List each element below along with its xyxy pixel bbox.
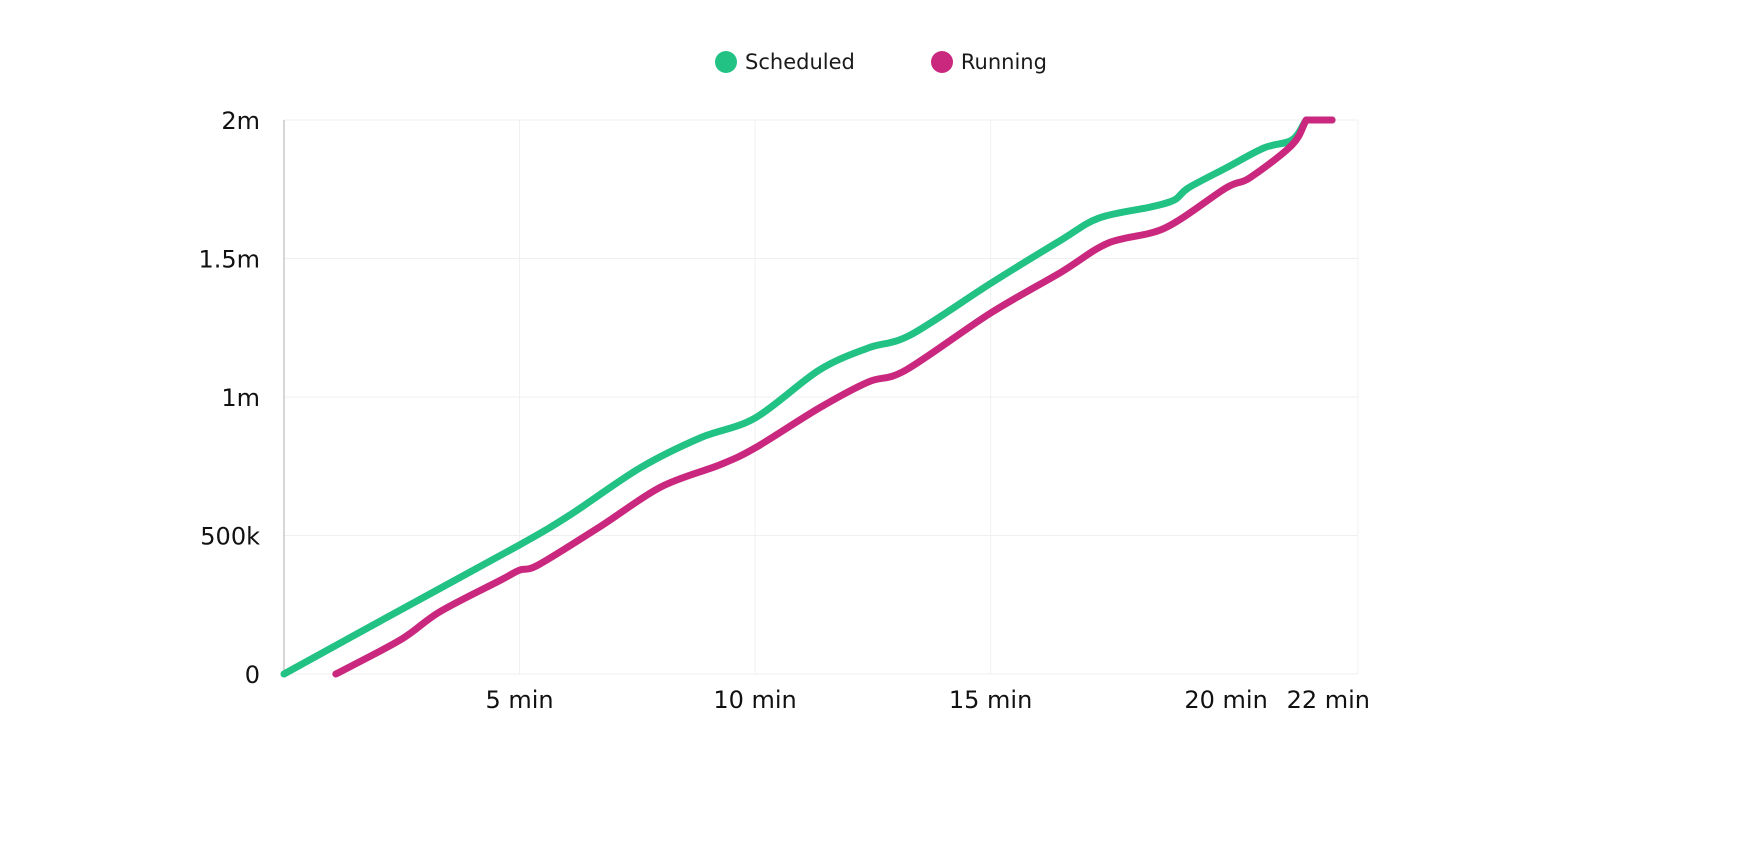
series-line-running bbox=[332, 116, 1336, 678]
series-line-scheduled bbox=[280, 116, 1336, 678]
y-tick-label: 2m bbox=[221, 107, 260, 135]
y-tick-label: 0 bbox=[245, 661, 260, 689]
y-tick-label: 500k bbox=[200, 523, 260, 551]
legend-item-scheduled[interactable]: Scheduled bbox=[695, 50, 855, 74]
legend-label-running: Running bbox=[960, 50, 1047, 74]
y-tick-label: 1m bbox=[221, 384, 260, 412]
running-swatch-icon bbox=[930, 51, 953, 73]
scheduled-swatch-icon bbox=[715, 51, 738, 73]
x-tick-label: 10 min bbox=[713, 686, 796, 714]
x-tick-label: 22 min bbox=[1287, 686, 1370, 714]
legend: Scheduled Running bbox=[0, 50, 1742, 74]
legend-label-scheduled: Scheduled bbox=[745, 50, 855, 74]
legend-item-running[interactable]: Running bbox=[911, 50, 1047, 74]
y-tick-label: 1.5m bbox=[198, 246, 260, 274]
x-tick-label: 5 min bbox=[485, 686, 553, 714]
x-tick-label: 15 min bbox=[949, 686, 1032, 714]
x-tick-label: 20 min bbox=[1184, 686, 1267, 714]
